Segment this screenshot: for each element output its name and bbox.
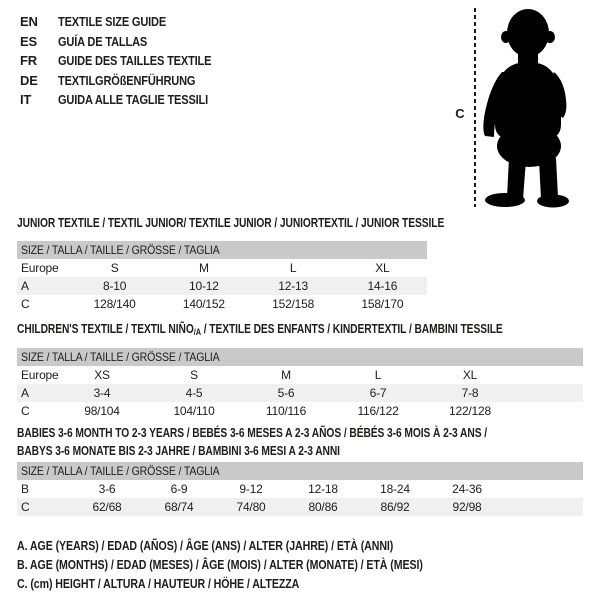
language-code: FR <box>20 53 37 69</box>
children-size-table: SIZE / TALLA / TAILLE / GRÖSSE / TAGLIA … <box>17 348 583 420</box>
table-row-a: A 8-10 10-12 12-13 14-16 <box>17 277 427 295</box>
height-measure-label-c: C <box>455 106 465 121</box>
size-cell: L <box>374 368 382 382</box>
table-row-europe: Europe XS S M L XL <box>17 366 583 384</box>
size-cell: 62/68 <box>71 498 143 516</box>
size-cell: 3-4 <box>56 384 148 402</box>
size-cell: 158/170 <box>361 297 404 311</box>
size-cell: 8-10 <box>70 277 160 295</box>
size-cell: 104/110 <box>173 404 215 418</box>
size-header-row: SIZE / TALLA / TAILLE / GRÖSSE / TAGLIA <box>17 241 427 259</box>
language-row-es: ES GUÍA DE TALLAS <box>20 32 238 52</box>
language-row-fr: FR GUIDE DES TAILLES TEXTILE <box>20 51 238 71</box>
baby-silhouette-icon <box>483 9 569 208</box>
size-cell: 6-7 <box>332 384 424 402</box>
size-cell: 128/140 <box>93 297 136 311</box>
size-cell: S <box>190 368 198 382</box>
language-row-de: DE TEXTILGRÖßENFÜHRUNG <box>20 71 238 91</box>
size-cell: 98/104 <box>84 404 120 418</box>
size-cell: 122/128 <box>449 404 491 418</box>
size-cell: 152/158 <box>272 297 315 311</box>
legend-line-a: A. AGE (YEARS) / EDAD (AÑOS) / ÂGE (ANS)… <box>17 538 394 553</box>
spacer-cell <box>503 480 583 498</box>
language-code: EN <box>20 14 38 30</box>
size-cell: XL <box>462 368 478 382</box>
junior-size-table: SIZE / TALLA / TAILLE / GRÖSSE / TAGLIA … <box>17 241 427 313</box>
size-cell: 92/98 <box>431 498 503 516</box>
size-cell: 4-5 <box>148 384 240 402</box>
row-label: C <box>21 297 30 311</box>
row-label: A <box>17 384 56 402</box>
size-cell: 7-8 <box>424 384 516 402</box>
legend-line-c: C. (cm) HEIGHT / ALTURA / HAUTEUR / HÖHE… <box>17 576 300 591</box>
row-label: Europe <box>21 261 59 275</box>
size-cell: M <box>281 368 291 382</box>
size-cell: 14-16 <box>337 277 427 295</box>
size-cell: 24-36 <box>452 482 482 496</box>
table-row-c: C 98/104 104/110 110/116 116/122 122/128 <box>17 402 583 420</box>
babies-size-table: SIZE / TALLA / TAILLE / GRÖSSE / TAGLIA … <box>17 462 583 516</box>
size-cell: L <box>289 261 297 275</box>
size-cell: 110/116 <box>265 404 307 418</box>
babies-table-title: BABIES 3-6 MONTH TO 2-3 YEARS / BEBÉS 3-… <box>17 426 487 458</box>
table-row-b: B 3-6 6-9 9-12 12-18 18-24 24-36 <box>17 480 583 498</box>
size-cell: XL <box>375 261 390 275</box>
language-title: GUÍA DE TALLAS <box>58 33 148 49</box>
spacer-cell <box>503 498 583 516</box>
spacer-cell <box>516 366 583 384</box>
size-cell: 5-6 <box>240 384 332 402</box>
size-cell: 6-9 <box>170 482 188 496</box>
size-cell: XS <box>94 368 110 382</box>
table-row-europe: Europe S M L XL <box>17 259 427 277</box>
size-cell: 10-12 <box>159 277 249 295</box>
size-cell: 80/86 <box>287 498 359 516</box>
row-label: B <box>21 482 29 496</box>
table-row-c: C 62/68 68/74 74/80 80/86 86/92 92/98 <box>17 498 583 516</box>
table-row-a: A 3-4 4-5 5-6 6-7 7-8 <box>17 384 583 402</box>
junior-table-title: JUNIOR TEXTILE / TEXTIL JUNIOR/ TEXTILE … <box>17 216 445 230</box>
title-subscript: /A <box>193 327 201 337</box>
table-row-c: C 128/140 140/152 152/158 158/170 <box>17 295 427 313</box>
language-code: IT <box>20 92 32 108</box>
size-cell: 9-12 <box>239 482 263 496</box>
legend-line-b: B. AGE (MONTHS) / EDAD (MESES) / ÂGE (MO… <box>17 557 423 572</box>
row-label: C <box>21 404 30 418</box>
language-code: ES <box>20 33 37 49</box>
size-cell: 86/92 <box>359 498 431 516</box>
language-row-it: IT GUIDA ALLE TAGLIE TESSILI <box>20 90 238 110</box>
size-cell: 116/122 <box>357 404 399 418</box>
language-title: TEXTILE SIZE GUIDE <box>58 14 167 30</box>
language-code: DE <box>20 72 38 88</box>
language-title-list: EN TEXTILE SIZE GUIDE ES GUÍA DE TALLAS … <box>20 12 238 110</box>
size-cell: 68/74 <box>143 498 215 516</box>
row-label: A <box>17 277 70 295</box>
size-cell: 74/80 <box>215 498 287 516</box>
size-cell: 12-18 <box>308 482 338 496</box>
spacer-cell <box>516 402 583 420</box>
height-measure-dashed-line <box>474 8 476 207</box>
language-row-en: EN TEXTILE SIZE GUIDE <box>20 12 238 32</box>
size-header-row: SIZE / TALLA / TAILLE / GRÖSSE / TAGLIA <box>17 348 583 366</box>
legend: A. AGE (YEARS) / EDAD (AÑOS) / ÂGE (ANS)… <box>17 536 494 594</box>
spacer-cell <box>516 384 583 402</box>
size-cell: 140/152 <box>182 297 225 311</box>
language-title: GUIDA ALLE TAGLIE TESSILI <box>58 92 209 108</box>
size-cell: 12-13 <box>248 277 338 295</box>
size-cell: 3-6 <box>98 482 116 496</box>
size-cell: S <box>110 261 119 275</box>
language-title: GUIDE DES TAILLES TEXTILE <box>58 53 212 69</box>
language-title: TEXTILGRÖßENFÜHRUNG <box>58 72 196 88</box>
children-table-title: CHILDREN'S TEXTILE / TEXTIL NIÑO/A / TEX… <box>17 322 503 337</box>
size-header-row: SIZE / TALLA / TAILLE / GRÖSSE / TAGLIA <box>17 462 583 480</box>
size-cell: M <box>198 261 209 275</box>
row-label: Europe <box>21 368 59 382</box>
row-label: C <box>17 498 71 516</box>
size-cell: 18-24 <box>380 482 410 496</box>
